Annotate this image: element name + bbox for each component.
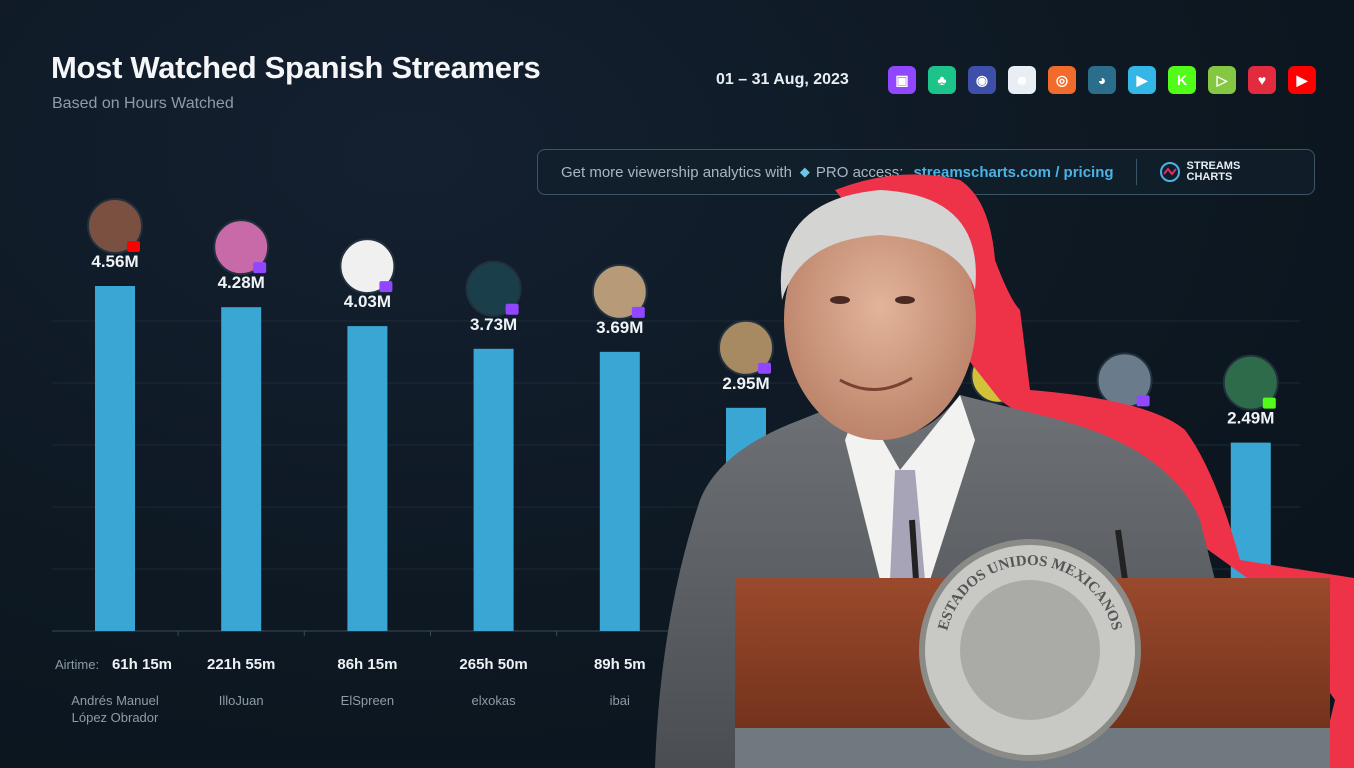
twitch-badge-icon xyxy=(1010,390,1024,402)
data-label: 2.95M xyxy=(722,374,769,393)
camera-icon[interactable]: ▶ xyxy=(1128,66,1156,94)
twitch-badge-icon xyxy=(631,306,645,318)
category-label: ElSpreen xyxy=(341,693,394,708)
banner-divider xyxy=(1135,159,1137,185)
brand-line1: STREAMS xyxy=(1186,160,1241,172)
streamer-avatar xyxy=(87,198,143,254)
airtime-label: Airtime: xyxy=(55,657,100,672)
bar xyxy=(95,286,135,631)
data-label: 3.73M xyxy=(470,315,517,334)
bar xyxy=(221,307,262,631)
afreeca-icon[interactable]: ◎ xyxy=(1048,66,1076,94)
streamer-avatar xyxy=(591,263,648,320)
twitch-badge-icon xyxy=(379,281,393,293)
airtime-value: 86h 15m xyxy=(337,656,397,673)
bar xyxy=(599,351,640,631)
airtime-value: 265h 50m xyxy=(459,656,527,673)
bar xyxy=(978,435,1019,631)
diamond-icon: ◆ xyxy=(799,164,810,179)
airtime-value: 89h 5m xyxy=(594,656,646,673)
twitch-badge-icon xyxy=(253,262,267,274)
bar xyxy=(473,348,514,631)
streamer-avatar xyxy=(213,219,270,276)
twitch-badge-icon xyxy=(505,303,519,315)
chart-subtitle: Based on Hours Watched xyxy=(52,95,234,112)
data-label: 4.28M xyxy=(218,273,265,292)
category-label: IlloJuan xyxy=(219,693,264,708)
heart-icon[interactable]: ♥ xyxy=(1248,66,1276,94)
streamer-avatar xyxy=(465,260,522,317)
kick-icon[interactable]: K xyxy=(1168,66,1196,94)
twitch-badge-icon xyxy=(758,362,771,374)
nimo-icon[interactable]: ☻ xyxy=(1008,66,1036,94)
rumble-icon[interactable]: ▷ xyxy=(1208,66,1236,94)
kick-badge-icon xyxy=(1262,397,1276,409)
category-label: ibai xyxy=(610,693,630,708)
bar xyxy=(1230,442,1271,631)
chart-title: Most Watched Spanish Streamers xyxy=(51,50,541,85)
trovo-icon[interactable]: ♣ xyxy=(928,66,956,94)
bar xyxy=(347,326,388,631)
platform-icons: ▣ ♣ ◉ ☻ ◎ ◕ ▶ K ▷ ♥ ▶ xyxy=(888,66,1316,94)
category-label: López Obrador xyxy=(72,710,159,725)
twitch-badge-icon xyxy=(1136,395,1150,407)
twitch-icon[interactable]: ▣ xyxy=(888,66,916,94)
category-label: Andrés Manuel xyxy=(71,693,159,708)
dlive-icon[interactable]: ◉ xyxy=(968,66,996,94)
airtime-value: 221h 55m xyxy=(207,656,275,673)
vk-play-icon[interactable]: ◕ xyxy=(1088,66,1116,94)
category-label: elxokas xyxy=(472,693,517,708)
youtube-icon[interactable]: ▶ xyxy=(1288,66,1316,94)
data-label: 4.56M xyxy=(91,252,138,271)
streamer-avatar xyxy=(339,238,396,295)
streamer-avatar xyxy=(718,319,774,376)
data-label: 2.49M xyxy=(1227,409,1274,428)
date-range: 01 – 31 Aug, 2023 xyxy=(716,71,849,88)
bar xyxy=(852,434,893,631)
youtube-badge-icon xyxy=(127,241,140,252)
bar xyxy=(726,407,766,631)
twitch-badge-icon xyxy=(884,389,898,401)
data-label: 3.69M xyxy=(596,318,643,337)
airtime-value: 61h 15m xyxy=(112,656,172,673)
banner-text: Get more viewership analytics with xyxy=(561,163,792,181)
bar xyxy=(1104,440,1145,631)
data-label: 4.03M xyxy=(344,292,391,311)
